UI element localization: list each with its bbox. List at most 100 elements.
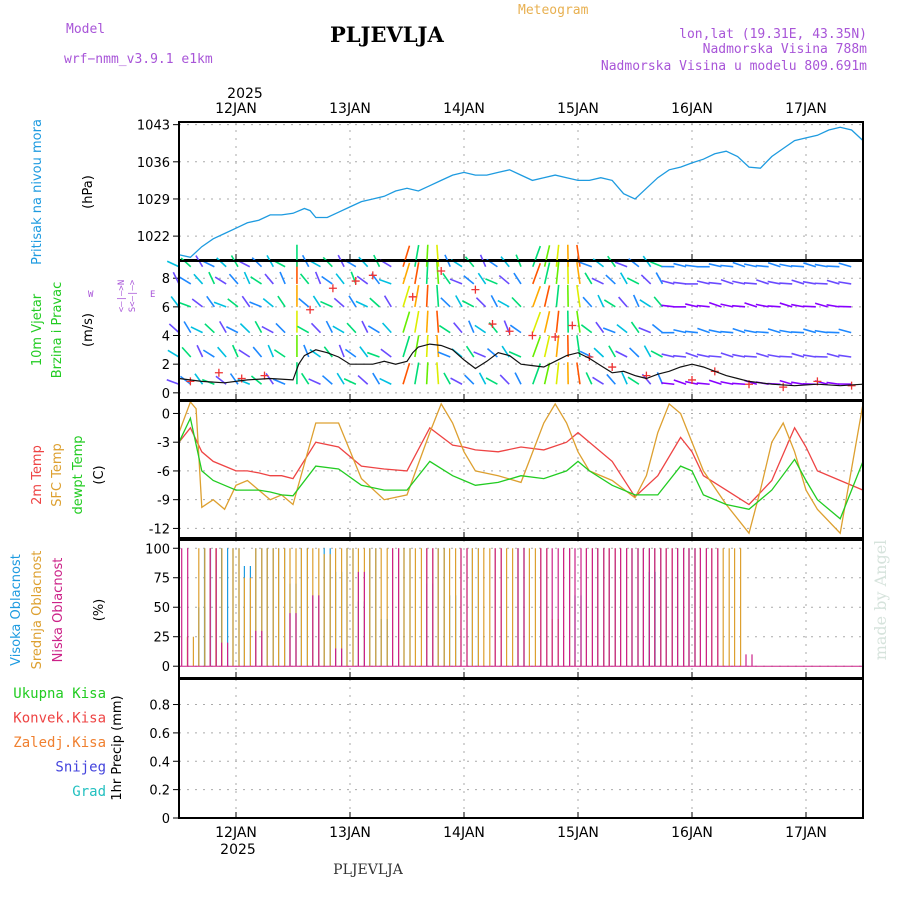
wind-arrow	[414, 285, 420, 307]
wind-arrow	[532, 262, 542, 285]
wind-arrow	[802, 354, 816, 358]
wind-arrow	[791, 352, 805, 358]
top-date-label: 12JAN	[215, 101, 257, 117]
wind-arrow	[732, 261, 746, 268]
top-date-label: 13JAN	[329, 101, 371, 117]
wind-arrow	[576, 310, 581, 333]
precip-legend-item: Ukupna Kisa	[13, 686, 106, 702]
wind-arrow	[356, 275, 369, 285]
wind-arrow	[640, 274, 652, 285]
wind-arrow	[321, 375, 333, 385]
wind-arrow	[755, 352, 769, 358]
wind-arrow	[453, 322, 463, 334]
wind-arrow	[425, 310, 429, 333]
cloud-bar	[563, 548, 571, 667]
wind-arrow	[720, 330, 734, 334]
wind-arrow	[414, 310, 420, 333]
wind-arrow	[262, 298, 274, 308]
wind-arrow	[532, 311, 542, 333]
wind-arrow	[436, 362, 440, 385]
wind-arrow	[585, 372, 593, 385]
y-tick-label: 0	[162, 407, 170, 422]
wind-arrow	[436, 284, 440, 307]
wind-arrow	[366, 351, 380, 358]
wind-arrow	[543, 262, 551, 285]
wind-arrow	[580, 324, 593, 334]
wind-arrow	[438, 324, 451, 334]
wind-arrow	[803, 328, 817, 334]
gust-marker	[408, 292, 417, 301]
cloud-bar	[323, 548, 331, 667]
wind-arrow	[383, 295, 392, 308]
wind-arrow	[336, 372, 345, 385]
wind-arrow	[461, 300, 475, 308]
wind-arrow	[814, 302, 828, 308]
wind-arrow	[592, 376, 604, 385]
wind-arrow	[333, 297, 345, 308]
cloud-bar	[243, 565, 251, 667]
wind-arrow	[193, 273, 204, 285]
wind-arrow	[608, 345, 617, 358]
precip-legend: Ukupna Kisa Konvek.Kisa Zaledj.Kisa Snijeg G…	[13, 686, 106, 800]
wind-arrow	[767, 280, 781, 285]
cloud-bar	[745, 654, 753, 667]
wind-arrow	[320, 300, 333, 308]
wind-arrow	[555, 261, 560, 285]
wind-arrow	[455, 295, 463, 308]
cloud-title3: Niska Oblacnost	[51, 558, 66, 663]
panel-frame	[178, 678, 864, 819]
wind-arrow	[473, 351, 486, 358]
wind-arrow	[202, 349, 215, 358]
wind-arrow	[838, 262, 852, 268]
y-tick-label: 1036	[137, 156, 170, 171]
top-date-label: 16JAN	[671, 101, 713, 117]
bottom-date-label: 16JAN	[671, 825, 713, 841]
wind-arrow	[264, 273, 274, 285]
wind-arrow	[638, 327, 652, 334]
y-tick-label: 75	[153, 572, 170, 587]
cloud-title2: Srednja Oblacnost	[30, 551, 45, 670]
cloud-bar	[209, 548, 217, 667]
wind-arrow	[499, 374, 510, 385]
wind-arrow	[414, 244, 420, 267]
wind-arrow	[791, 265, 805, 268]
footer-station: PLJEVLJA	[333, 862, 404, 878]
y-tick-label: 0.8	[149, 699, 170, 714]
wind-arrow	[555, 244, 560, 267]
wind-arrow	[179, 375, 192, 385]
y-tick-label: -3	[157, 436, 170, 451]
wind-arrow	[767, 353, 781, 358]
wind-arrow	[436, 244, 440, 267]
cloud-bar	[551, 619, 559, 667]
wind-arrow	[697, 327, 710, 334]
wind-arrow	[322, 256, 333, 268]
wind-arrow	[440, 297, 451, 308]
wind-arrow	[381, 322, 392, 334]
wind-arrow	[779, 355, 793, 358]
cloud-bar	[608, 548, 616, 667]
wind-arrow	[532, 245, 542, 268]
cloud-bar	[369, 548, 377, 667]
temp-title2: SFC Temp	[50, 443, 65, 507]
cloud-bar	[380, 548, 388, 667]
wind-arrow	[357, 374, 369, 385]
cloud-bar	[540, 548, 548, 667]
wind-arrow	[425, 244, 429, 267]
wind-arrow	[513, 272, 522, 285]
wind-arrow	[838, 328, 852, 334]
wind-arrow	[602, 327, 616, 334]
cloud-bar	[471, 548, 479, 667]
cloud-bar	[677, 548, 685, 667]
altitude-label: Nadmorska Visina 788m	[703, 42, 868, 57]
cloud-bar	[335, 648, 343, 667]
wind-arrow	[708, 379, 722, 385]
wind-arrow	[720, 264, 734, 268]
cloud-bar	[357, 571, 365, 667]
wind-arrow	[348, 295, 357, 308]
cloud-bar	[437, 548, 445, 667]
wind-arrow	[802, 305, 816, 308]
wind-arrow	[267, 344, 275, 358]
top-date-labels: 12JAN 13JAN 14JAN 15JAN 16JAN 17JAN	[215, 101, 827, 117]
wind-arrow	[629, 347, 640, 358]
station-title: PLJEVLJA	[330, 22, 444, 47]
